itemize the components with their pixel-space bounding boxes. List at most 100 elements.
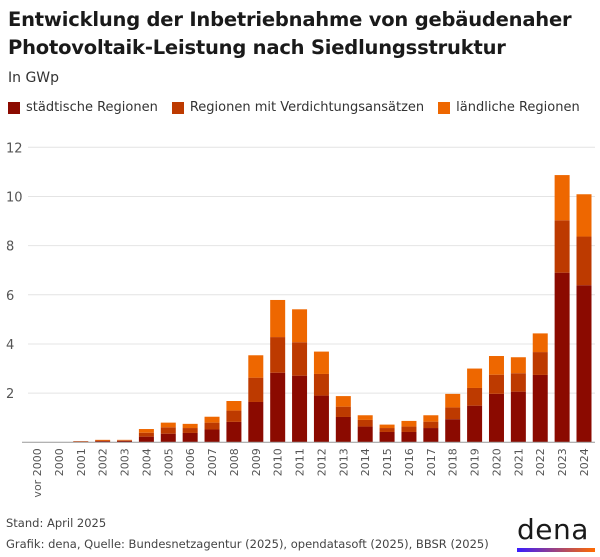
bar-segment [160,422,176,428]
bar-segment [467,405,483,443]
x-tick-label: 2024 [578,448,591,476]
bar-segment [576,194,592,237]
legend-swatch [171,101,184,114]
bar-segment [401,431,417,443]
x-tick-label: 2016 [403,448,416,476]
bar-segment [423,428,439,443]
legend-label: ländliche Regionen [456,100,580,115]
x-tick-label: 2004 [140,448,153,476]
x-tick-label: 2013 [337,448,350,476]
bar-segment [95,441,111,443]
bar-segment [510,391,526,443]
x-tick-label: 2007 [206,448,219,476]
bar-segment [292,342,308,376]
y-tick-label: 8 [6,240,14,255]
bar-segment [248,401,264,443]
x-tick-label: 2003 [119,448,132,476]
y-tick-label: 10 [6,190,23,205]
x-tick-label: 2012 [315,448,328,476]
legend-item-rural: ländliche Regionen [438,100,580,115]
x-tick-label: 2000 [53,448,66,476]
bar-segment [445,419,461,443]
x-tick-label: 2008 [228,448,241,476]
bar-segment [379,431,395,443]
bar-segment [488,393,504,443]
bar-segment [226,421,242,443]
bar-segment [576,236,592,286]
x-tick-label: 2022 [534,448,547,476]
x-tick-label: 2019 [469,448,482,476]
bar-segment [357,415,373,420]
bar-segment [182,423,198,429]
x-tick-label: 2011 [294,448,307,476]
bar-segment [313,351,329,374]
bar-segment [467,387,483,406]
bar-segment [379,424,395,429]
x-tick-label: vor 2000 [31,448,44,497]
bar-segment [270,372,286,443]
legend-label: städtische Regionen [26,100,158,115]
bar-segment [445,407,461,420]
bar-segment [510,357,526,374]
y-tick-label: 4 [6,338,14,353]
bar-segment [379,428,395,432]
bar-segment [401,426,417,432]
bar-segment [204,429,220,443]
bar-segment [445,393,461,408]
bar-segment [226,401,242,411]
legend: städtische Regionen Regionen mit Verdich… [8,100,580,115]
bar-segment [204,422,220,430]
bar-segment [335,416,351,443]
x-tick-label: 2023 [556,448,569,476]
x-tick-label: 2021 [512,448,525,476]
bar-segment [292,375,308,443]
bar-segment [401,420,417,427]
legend-item-intermediate: Regionen mit Verdichtungsansätzen [171,100,424,115]
footer-source: Grafik: dena, Quelle: Bundesnetzagentur … [6,537,489,551]
bar-segment [488,356,504,375]
bar-segment [182,428,198,433]
y-tick-label: 2 [6,387,14,402]
y-tick-label: 12 [6,141,23,156]
bar-segment [204,416,220,423]
bar-segment [160,433,176,443]
bar-segment [248,377,264,402]
bar-segment [357,426,373,443]
bar-segment [335,406,351,417]
legend-swatch [438,101,451,114]
bar-segment [532,374,548,443]
bar-segment [532,333,548,353]
x-tick-label: 2006 [184,448,197,476]
bar-segment [554,220,570,273]
bar-segment [117,440,133,443]
bar-segment [160,427,176,434]
x-tick-label: 2018 [447,448,460,476]
x-tick-label: 2020 [490,448,503,476]
bar-segment [467,368,483,388]
x-tick-label: 2015 [381,448,394,476]
bar-segment [182,432,198,443]
x-tick-label: 2010 [272,448,285,476]
bar-segment [576,285,592,443]
bar-segment [138,429,154,433]
footer-stand: Stand: April 2025 [6,516,107,530]
bar-segment [138,432,154,437]
x-tick-label: 2001 [75,448,88,476]
bar-segment [313,395,329,443]
legend-item-urban: städtische Regionen [8,100,158,115]
bar-segment [248,355,264,378]
bar-segment [313,373,329,396]
bar-segment [226,410,242,422]
bar-segment [423,415,439,422]
chart-title: Entwicklung der Inbetriebnahme von gebäu… [8,8,572,59]
bar-segment [423,421,439,429]
dena-logo: dena [517,513,589,546]
bar-segment [95,439,111,441]
bar-segment [532,352,548,375]
legend-swatch [8,101,20,114]
bar-segment [510,373,526,392]
bar-segment [270,299,286,338]
x-tick-label: 2002 [97,448,110,476]
bar-segment [554,272,570,443]
bar-segment [138,436,154,443]
